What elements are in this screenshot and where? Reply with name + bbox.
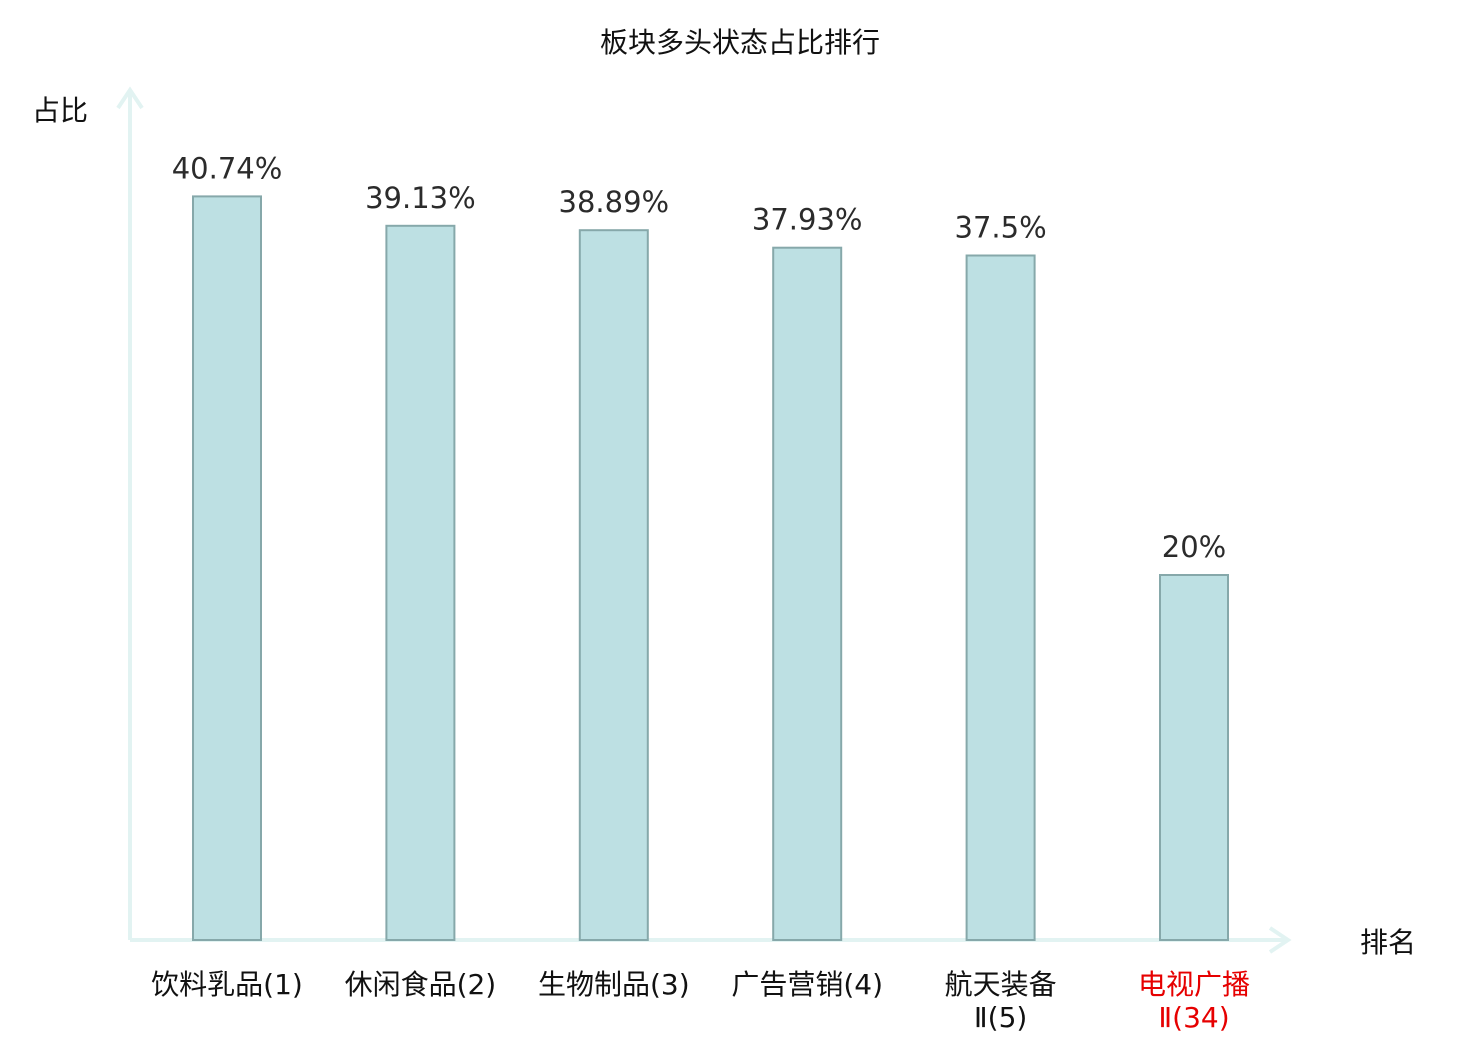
- category-tick-label: 广告营销(4): [731, 968, 883, 1001]
- bar-value-label: 37.5%: [955, 211, 1047, 245]
- y-axis-arrow: [116, 86, 144, 110]
- bar: [385, 224, 456, 942]
- bar: [192, 195, 262, 941]
- value-labels-group: 40.74% 39.13% 38.89% 37.93% 37.5% 20%: [172, 151, 1227, 564]
- category-tick-label: 生物制品(3): [538, 968, 690, 1001]
- category-tick-label: 电视广播: [1138, 968, 1250, 1001]
- bar: [772, 246, 843, 941]
- axes: [116, 86, 1292, 954]
- bar-value-label: 39.13%: [365, 181, 476, 215]
- bar-value-label: 40.74%: [172, 151, 283, 185]
- bar: [965, 254, 1036, 941]
- category-tick-label: 航天装备: [945, 968, 1057, 1001]
- bar-value-label: 37.93%: [752, 203, 863, 237]
- y-axis-label: 占比: [32, 94, 88, 127]
- x-axis-arrow: [1268, 926, 1292, 954]
- bar-value-label: 20%: [1162, 530, 1226, 564]
- bar-value-label: 38.89%: [559, 185, 670, 219]
- chart-title: 板块多头状态占比排行: [600, 26, 880, 59]
- bars-group: [192, 195, 1229, 942]
- category-tick-label: Ⅱ(5): [974, 1001, 1027, 1034]
- bar: [1159, 574, 1229, 941]
- x-axis-label: 排名: [1360, 926, 1416, 959]
- bar: [578, 229, 649, 941]
- category-tick-label: 休闲食品(2): [345, 968, 497, 1001]
- category-tick-label: Ⅱ(34): [1158, 1001, 1229, 1034]
- category-tick-label: 饮料乳品(1): [151, 968, 303, 1001]
